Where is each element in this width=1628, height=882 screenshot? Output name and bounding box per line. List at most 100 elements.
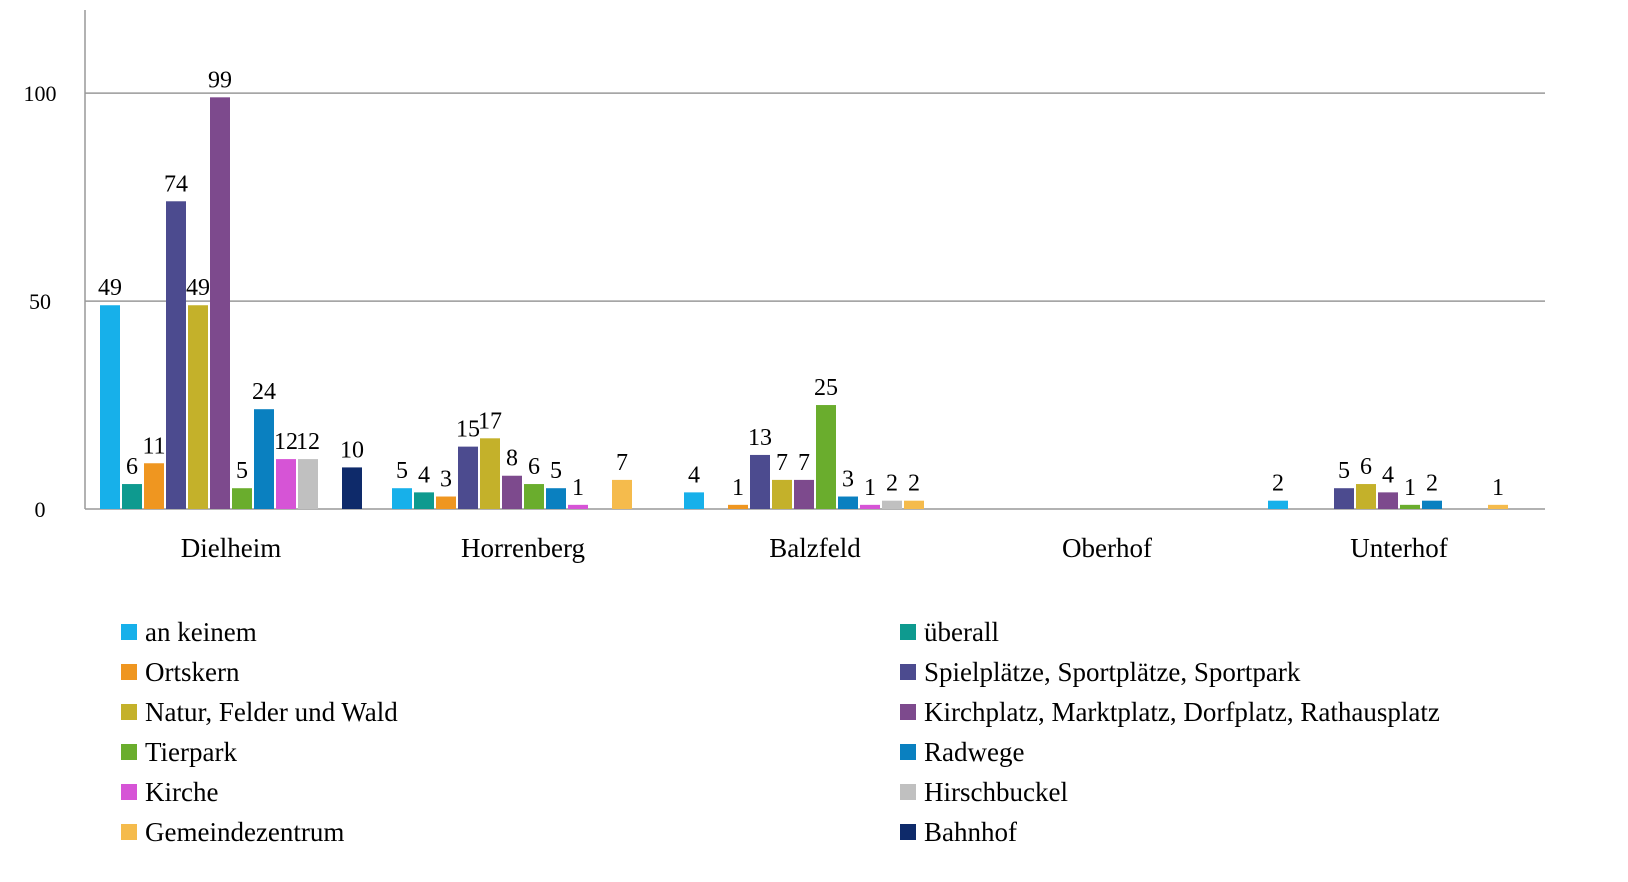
x-tick-label: Unterhof — [1350, 533, 1447, 563]
data-label: 4 — [688, 462, 700, 488]
x-tick-label: Horrenberg — [461, 533, 585, 563]
data-label: 15 — [456, 417, 480, 443]
bar — [414, 492, 434, 509]
legend-swatch — [121, 664, 137, 680]
bar — [480, 438, 500, 509]
data-label: 7 — [776, 450, 788, 476]
data-label: 6 — [1360, 454, 1372, 480]
bar — [612, 479, 632, 509]
legend-label: Gemeindezentrum — [145, 817, 344, 847]
bar — [392, 488, 412, 509]
legend-label: Bahnhof — [924, 817, 1017, 847]
legend-swatch — [900, 664, 916, 680]
legend-label: Kirchplatz, Marktplatz, Dorfplatz, Ratha… — [924, 697, 1440, 727]
bar — [1378, 492, 1398, 509]
data-label: 5 — [550, 458, 562, 484]
data-label: 2 — [1272, 471, 1284, 497]
bar — [882, 500, 902, 509]
legend-swatch — [900, 744, 916, 760]
bar — [546, 488, 566, 509]
legend-swatch — [900, 784, 916, 800]
data-label: 3 — [440, 467, 452, 493]
legend-label: Spielplätze, Sportplätze, Sportpark — [924, 657, 1301, 687]
data-label: 1 — [1404, 475, 1416, 501]
bar — [100, 305, 120, 509]
legend-swatch — [121, 744, 137, 760]
bar — [772, 479, 792, 509]
bar — [254, 409, 274, 509]
legend-label: Tierpark — [145, 737, 237, 767]
bar — [568, 504, 588, 509]
data-label: 74 — [164, 171, 188, 197]
data-label: 6 — [126, 454, 138, 480]
data-label: 1 — [1492, 475, 1504, 501]
bar — [188, 305, 208, 509]
y-tick-label: 0 — [35, 497, 46, 522]
data-label: 10 — [340, 437, 364, 463]
bar — [1400, 504, 1420, 509]
x-tick-label: Balzfeld — [769, 533, 861, 563]
bar — [750, 454, 770, 509]
data-label: 1 — [864, 475, 876, 501]
data-label: 7 — [798, 450, 810, 476]
bar — [210, 97, 230, 509]
bar — [166, 201, 186, 510]
legend-swatch — [900, 824, 916, 840]
bar — [684, 492, 704, 509]
data-label: 49 — [98, 275, 122, 301]
data-label: 5 — [236, 458, 248, 484]
legend-label: Natur, Felder und Wald — [145, 697, 398, 727]
legend-label: Ortskern — [145, 657, 240, 687]
data-label: 11 — [142, 433, 165, 459]
bar — [298, 459, 318, 509]
data-label: 2 — [1426, 471, 1438, 497]
data-label: 99 — [208, 67, 232, 93]
bar — [1488, 504, 1508, 509]
x-tick-label: Dielheim — [181, 533, 281, 563]
data-label: 3 — [842, 467, 854, 493]
data-label: 7 — [616, 450, 628, 476]
bar — [276, 459, 296, 509]
data-label: 49 — [186, 275, 210, 301]
data-label: 5 — [396, 458, 408, 484]
legend-swatch — [900, 624, 916, 640]
data-label: 2 — [908, 471, 920, 497]
bar — [502, 475, 522, 509]
bar — [144, 463, 164, 509]
bar — [794, 479, 814, 509]
data-label: 5 — [1338, 458, 1350, 484]
legend-label: überall — [924, 617, 999, 647]
data-label: 24 — [252, 379, 276, 405]
data-label: 12 — [274, 429, 298, 455]
bar — [860, 504, 880, 509]
bar — [1356, 484, 1376, 509]
data-label: 4 — [1382, 462, 1394, 488]
bar — [728, 504, 748, 509]
bar — [524, 484, 544, 509]
bar — [838, 496, 858, 509]
bar — [232, 488, 252, 509]
legend-swatch — [121, 784, 137, 800]
bar — [436, 496, 456, 509]
data-label: 8 — [506, 446, 518, 472]
legend-label: Radwege — [924, 737, 1024, 767]
bar — [904, 500, 924, 509]
legend-swatch — [121, 824, 137, 840]
data-label: 1 — [572, 475, 584, 501]
data-label: 17 — [478, 408, 502, 434]
y-tick-label: 100 — [24, 81, 57, 106]
bar — [458, 446, 478, 509]
data-label: 13 — [748, 425, 772, 451]
bar — [342, 467, 362, 509]
data-label: 25 — [814, 375, 838, 401]
legend-label: Hirschbuckel — [924, 777, 1068, 807]
data-label: 2 — [886, 471, 898, 497]
legend-swatch — [121, 704, 137, 720]
bar — [1268, 500, 1288, 509]
data-label: 6 — [528, 454, 540, 480]
x-tick-label: Oberhof — [1062, 533, 1152, 563]
legend-label: Kirche — [145, 777, 218, 807]
data-label: 12 — [296, 429, 320, 455]
data-label: 4 — [418, 462, 430, 488]
